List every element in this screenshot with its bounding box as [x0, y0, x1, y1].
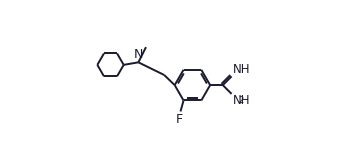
Text: 2: 2	[238, 96, 244, 105]
Text: F: F	[176, 114, 183, 126]
Text: NH: NH	[233, 94, 251, 107]
Text: N: N	[134, 48, 143, 61]
Text: NH: NH	[233, 63, 251, 75]
